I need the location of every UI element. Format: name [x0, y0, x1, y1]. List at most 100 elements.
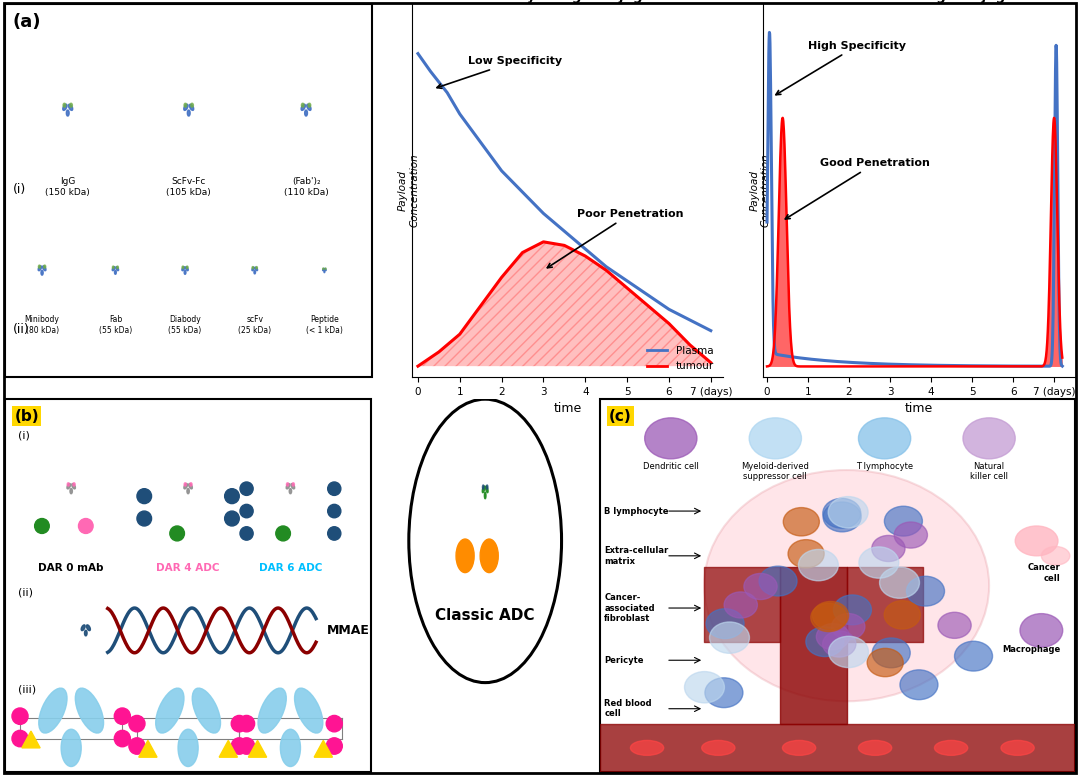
Circle shape — [327, 482, 341, 495]
Circle shape — [894, 522, 928, 548]
Ellipse shape — [292, 483, 295, 486]
Text: (c): (c) — [609, 408, 632, 424]
Circle shape — [900, 670, 937, 700]
Ellipse shape — [63, 103, 66, 107]
Text: Peptide
(< 1 kDa): Peptide (< 1 kDa) — [306, 315, 342, 334]
Circle shape — [456, 539, 474, 573]
Ellipse shape — [71, 483, 76, 489]
Text: Pericyte: Pericyte — [605, 656, 644, 665]
Ellipse shape — [38, 266, 41, 271]
Circle shape — [129, 738, 145, 754]
Text: T lymphocyte: T lymphocyte — [856, 462, 914, 471]
Polygon shape — [138, 740, 157, 757]
Circle shape — [481, 539, 498, 573]
Circle shape — [823, 502, 861, 532]
Ellipse shape — [189, 483, 192, 489]
Circle shape — [867, 649, 903, 677]
Ellipse shape — [308, 103, 311, 107]
Circle shape — [823, 631, 856, 657]
Ellipse shape — [486, 486, 488, 493]
Circle shape — [798, 549, 838, 580]
Circle shape — [759, 566, 797, 596]
Circle shape — [170, 526, 185, 541]
Text: Dendritic cell: Dendritic cell — [643, 462, 699, 471]
Ellipse shape — [156, 688, 184, 733]
Text: (i): (i) — [13, 183, 26, 196]
Ellipse shape — [117, 266, 119, 268]
Text: Red blood
cell: Red blood cell — [605, 699, 652, 719]
Circle shape — [1020, 614, 1063, 647]
Circle shape — [326, 738, 342, 754]
Circle shape — [823, 498, 861, 528]
Circle shape — [114, 730, 131, 747]
Circle shape — [828, 497, 868, 528]
Circle shape — [788, 539, 824, 568]
Ellipse shape — [70, 489, 72, 494]
Text: DAR 4 ADC: DAR 4 ADC — [157, 563, 220, 573]
Circle shape — [834, 595, 872, 625]
Legend: Plasma, tumour: Plasma, tumour — [643, 341, 718, 376]
Circle shape — [685, 671, 725, 703]
Text: Macrophage: Macrophage — [1002, 646, 1061, 654]
Ellipse shape — [187, 110, 190, 116]
Circle shape — [225, 489, 240, 504]
Text: (iii): (iii) — [18, 684, 37, 695]
Ellipse shape — [323, 268, 324, 271]
Text: ScFv-Fc
(105 kDa): ScFv-Fc (105 kDa) — [166, 177, 211, 196]
Ellipse shape — [67, 483, 70, 489]
Circle shape — [885, 601, 920, 629]
Circle shape — [12, 708, 28, 724]
Circle shape — [35, 518, 50, 533]
Text: (i): (i) — [18, 431, 30, 441]
Circle shape — [832, 614, 865, 639]
X-axis label: time: time — [905, 402, 933, 415]
Y-axis label: Payload
Concentration: Payload Concentration — [750, 154, 771, 227]
Ellipse shape — [181, 267, 185, 271]
Ellipse shape — [66, 110, 69, 116]
Ellipse shape — [252, 267, 255, 271]
Y-axis label: Payload
Concentration: Payload Concentration — [399, 154, 420, 227]
Ellipse shape — [39, 688, 67, 733]
Circle shape — [114, 708, 131, 724]
Ellipse shape — [84, 630, 87, 636]
Ellipse shape — [252, 267, 254, 268]
Circle shape — [812, 601, 849, 630]
Ellipse shape — [486, 485, 488, 489]
Text: Diabody
(55 kDa): Diabody (55 kDa) — [168, 315, 202, 334]
Ellipse shape — [305, 110, 308, 116]
Circle shape — [326, 715, 342, 732]
Polygon shape — [248, 740, 267, 757]
Text: DAR 0 mAb: DAR 0 mAb — [39, 563, 104, 573]
Circle shape — [806, 627, 843, 656]
Ellipse shape — [934, 740, 968, 755]
Ellipse shape — [76, 688, 104, 733]
Circle shape — [750, 417, 801, 459]
Ellipse shape — [254, 271, 256, 274]
Circle shape — [783, 508, 820, 536]
Text: Good Penetration: Good Penetration — [785, 158, 930, 219]
Circle shape — [859, 417, 910, 459]
Circle shape — [859, 547, 899, 578]
Circle shape — [275, 526, 291, 541]
Ellipse shape — [189, 104, 193, 110]
Ellipse shape — [67, 483, 69, 486]
Text: Myeloid-derived
suppressor cell: Myeloid-derived suppressor cell — [741, 462, 809, 481]
Circle shape — [645, 417, 697, 459]
Circle shape — [828, 636, 868, 667]
Circle shape — [744, 573, 778, 600]
Text: Extra-cellular
matrix: Extra-cellular matrix — [605, 546, 669, 566]
Circle shape — [225, 511, 240, 526]
Text: Minibody
(80 kDa): Minibody (80 kDa) — [25, 315, 59, 334]
Circle shape — [872, 535, 905, 562]
Circle shape — [327, 504, 341, 518]
Circle shape — [129, 715, 145, 732]
Ellipse shape — [72, 483, 76, 486]
Text: (Fab')₂
(110 kDa): (Fab')₂ (110 kDa) — [284, 177, 328, 196]
Ellipse shape — [258, 688, 286, 733]
Circle shape — [137, 489, 151, 504]
Circle shape — [240, 527, 253, 540]
Text: High Specificity: High Specificity — [775, 41, 906, 95]
Ellipse shape — [184, 483, 187, 486]
Ellipse shape — [183, 266, 184, 268]
Ellipse shape — [1041, 546, 1070, 565]
